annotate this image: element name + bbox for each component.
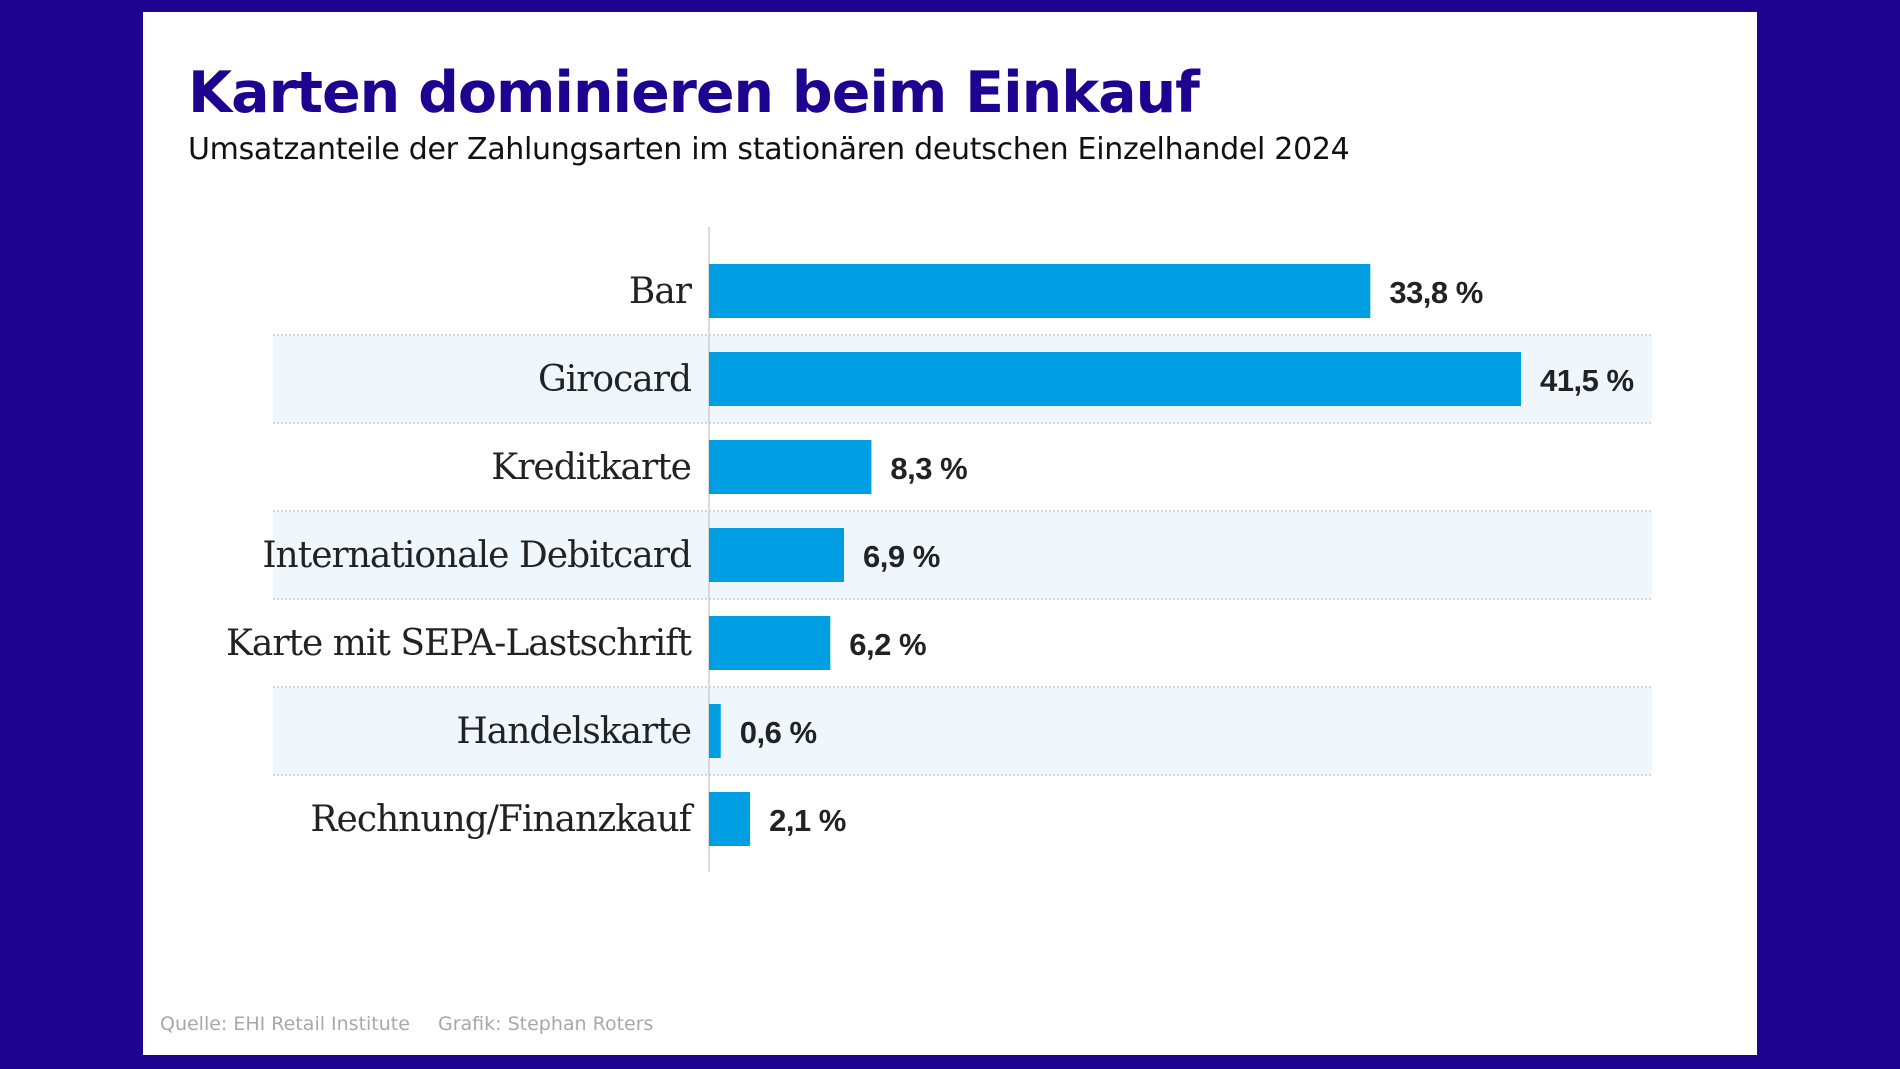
- bar-0: [709, 264, 1371, 318]
- value-label: 6,2 %: [849, 627, 926, 662]
- category-label: Rechnung/Finanzkauf: [310, 799, 694, 840]
- category-label: Handelskarte: [456, 711, 691, 752]
- bar-5: [709, 704, 721, 758]
- category-label: Karte mit SEPA-Lastschrift: [226, 623, 693, 664]
- credit-note: Grafik: Stephan Roters: [438, 1013, 654, 1035]
- value-label: 0,6 %: [740, 715, 817, 750]
- category-label: Internationale Debitcard: [262, 535, 691, 576]
- chart-title: Karten dominieren beim Einkauf: [188, 60, 1200, 126]
- row-band: [273, 687, 1652, 775]
- value-label: 6,9 %: [863, 539, 940, 574]
- bar-6: [709, 792, 751, 846]
- category-label: Kreditkarte: [491, 447, 691, 488]
- value-label: 33,8 %: [1389, 275, 1483, 310]
- bar-4: [709, 616, 831, 670]
- category-label: Bar: [629, 271, 693, 312]
- row-band: [273, 511, 1652, 599]
- bar-2: [709, 440, 872, 494]
- bar-3: [709, 528, 845, 582]
- value-label: 41,5 %: [1540, 363, 1634, 398]
- footer: Quelle: EHI Retail Institute Grafik: Ste…: [160, 1013, 675, 1035]
- category-label: Girocard: [538, 359, 691, 400]
- value-label: 2,1 %: [769, 803, 846, 838]
- bar-1: [709, 352, 1521, 406]
- value-label: 8,3 %: [890, 451, 967, 486]
- chart-subtitle: Umsatzanteile der Zahlungsarten im stati…: [188, 132, 1350, 167]
- source-note: Quelle: EHI Retail Institute: [160, 1013, 410, 1035]
